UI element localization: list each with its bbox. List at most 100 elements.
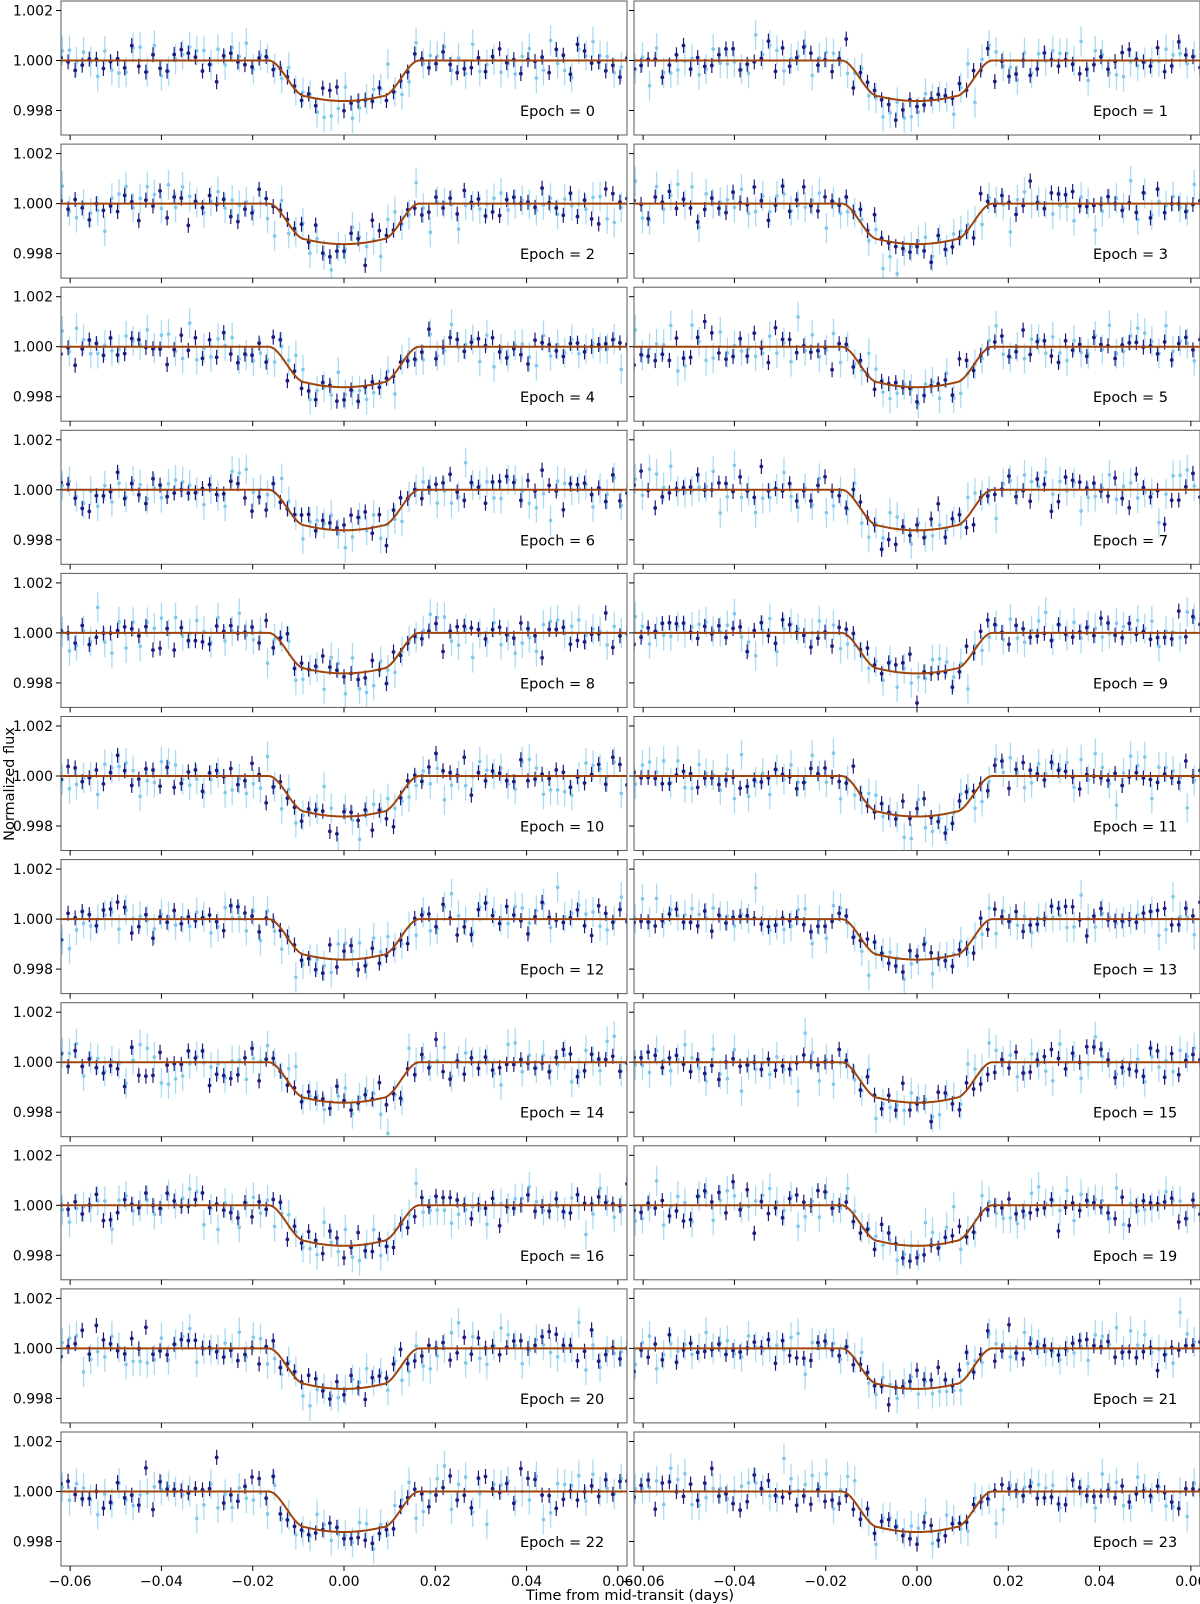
binned-point <box>1014 623 1018 628</box>
raw-point <box>739 635 744 639</box>
raw-point <box>1050 492 1055 496</box>
raw-point <box>994 50 998 54</box>
binned-point <box>766 633 771 638</box>
binned-point <box>667 63 672 68</box>
binned-point <box>115 353 120 357</box>
binned-point <box>136 924 141 929</box>
binned-point <box>1099 616 1103 621</box>
binned-point <box>724 921 728 925</box>
binned-point <box>526 932 530 936</box>
binned-point <box>1113 633 1117 638</box>
raw-point <box>294 678 298 683</box>
binned-point <box>929 950 934 955</box>
binned-point <box>434 621 438 626</box>
raw-point <box>336 106 341 111</box>
binned-point <box>1183 484 1188 489</box>
binned-point <box>526 778 530 783</box>
raw-point <box>244 41 249 45</box>
binned-point <box>73 197 78 202</box>
binned-point <box>992 622 997 627</box>
binned-point <box>766 360 771 365</box>
binned-point <box>73 1048 78 1053</box>
raw-point <box>1171 894 1175 899</box>
binned-point <box>957 947 962 952</box>
binned-point <box>639 63 643 68</box>
binned-point <box>688 920 693 925</box>
binned-point <box>908 948 912 953</box>
raw-point <box>591 39 595 44</box>
raw-point <box>824 936 829 941</box>
raw-point <box>668 323 673 328</box>
raw-point <box>152 780 157 785</box>
binned-point <box>915 701 919 705</box>
binned-point <box>1141 190 1146 195</box>
binned-point <box>1084 625 1089 630</box>
binned-point <box>900 799 905 803</box>
raw-point <box>194 910 199 915</box>
binned-point <box>228 766 233 771</box>
panel-plot-area <box>61 167 627 279</box>
binned-point <box>243 1056 247 1060</box>
epoch-label: Epoch = 3 <box>1093 247 1168 263</box>
binned-point <box>250 625 254 630</box>
raw-point <box>753 209 758 214</box>
binned-point <box>766 218 771 223</box>
binned-point <box>66 207 70 212</box>
binned-point <box>179 625 184 630</box>
raw-point <box>1164 47 1168 52</box>
raw-point <box>767 209 772 214</box>
raw-point <box>258 786 263 790</box>
raw-point <box>442 615 447 619</box>
raw-point <box>527 921 532 925</box>
raw-point <box>683 785 687 790</box>
binned-point <box>1113 771 1117 776</box>
raw-point <box>831 504 836 508</box>
raw-point <box>548 788 553 792</box>
binned-point <box>702 776 707 780</box>
binned-point <box>214 79 219 84</box>
binned-point <box>1084 934 1089 938</box>
binned-point <box>1021 203 1026 208</box>
binned-point <box>356 515 361 520</box>
raw-point <box>329 655 334 660</box>
binned-point <box>207 193 212 198</box>
raw-point <box>449 322 454 327</box>
binned-point <box>540 186 544 190</box>
raw-point <box>895 685 899 689</box>
raw-point <box>591 910 595 914</box>
binned-point <box>264 618 269 623</box>
raw-point <box>746 211 751 216</box>
binned-point <box>73 641 78 646</box>
raw-point <box>279 947 284 951</box>
binned-point <box>1169 498 1174 503</box>
raw-point <box>534 649 539 654</box>
binned-point <box>327 88 332 93</box>
raw-point <box>739 495 744 500</box>
raw-point <box>371 513 376 517</box>
raw-point <box>315 388 319 393</box>
binned-point <box>448 472 453 477</box>
binned-point <box>801 780 806 785</box>
binned-point <box>582 781 587 785</box>
binned-point <box>165 216 170 220</box>
raw-point <box>442 798 447 802</box>
raw-point <box>322 687 326 692</box>
binned-point <box>172 347 177 352</box>
raw-point <box>591 195 595 200</box>
raw-point <box>1142 331 1147 336</box>
raw-point <box>145 184 150 189</box>
binned-point <box>73 496 78 501</box>
binned-point <box>745 649 750 654</box>
raw-point <box>838 797 843 801</box>
raw-point <box>796 315 800 319</box>
binned-point <box>964 644 969 648</box>
binned-point <box>992 492 997 497</box>
binned-point <box>193 638 198 643</box>
binned-point <box>837 911 842 916</box>
raw-point <box>336 1094 341 1098</box>
raw-point <box>676 68 680 72</box>
binned-point <box>908 250 912 255</box>
binned-point <box>922 249 926 253</box>
binned-point <box>660 352 665 357</box>
binned-point <box>1106 778 1110 783</box>
